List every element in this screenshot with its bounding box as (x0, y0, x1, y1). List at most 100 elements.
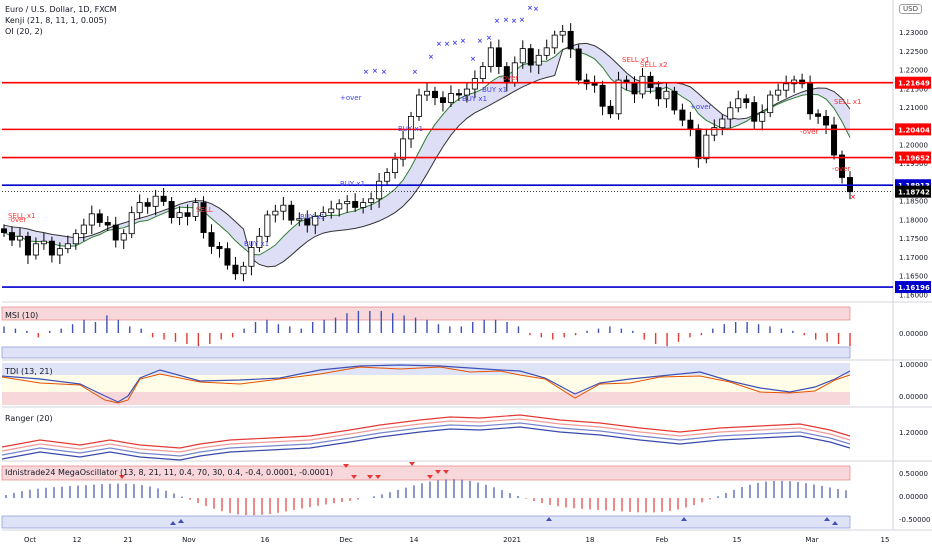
candle (463, 88, 470, 96)
candle (72, 233, 79, 245)
candle (567, 30, 574, 50)
ranger-band-line (1, 418, 851, 453)
signal-marker-label: BUY x1 (300, 213, 325, 221)
candle (607, 105, 614, 115)
indicator-kenji-label: Kenji (21, 8, 11, 1, 0.005) (5, 16, 107, 25)
signal-marker-label: BUY x1 (482, 86, 507, 94)
mega-sell-arrow (427, 475, 433, 479)
ranger-panel-label: Ranger (20) (5, 414, 53, 423)
time-tick-label: 15 (881, 536, 890, 544)
x-marker: × (452, 39, 458, 47)
tdi-line (1, 364, 851, 403)
signal-marker-label: BUY x1 (340, 180, 365, 188)
time-tick-label: 18 (586, 536, 595, 544)
candle (96, 213, 103, 223)
time-tick-label: 14 (410, 536, 419, 544)
candle (120, 233, 127, 241)
candle (519, 48, 526, 64)
candle (431, 90, 438, 99)
candle (392, 158, 399, 174)
price-tick-label: 1.16000 (899, 291, 928, 299)
tdi-lower-zone (2, 392, 850, 405)
time-tick-label: Nov (182, 536, 196, 544)
x-marker: × (519, 16, 525, 24)
signal-marker-label: SELL x1 (834, 98, 862, 106)
candle (416, 94, 423, 117)
price-tag-label: 1.16196 (898, 284, 930, 292)
candle (455, 93, 462, 96)
currency-button[interactable]: USD (899, 4, 922, 14)
x-marker: × (486, 34, 492, 42)
candle (719, 118, 726, 129)
mega-upper-zone (1, 465, 851, 481)
candle (40, 240, 47, 245)
signal-marker-label: BUY x1 (462, 95, 487, 103)
candle (8, 232, 15, 241)
candle (527, 48, 534, 66)
candle (280, 204, 287, 212)
mega-sell-arrow (119, 475, 125, 479)
signal-marker-label: SELL x2 (640, 61, 668, 69)
candle (767, 94, 774, 114)
candle (232, 264, 239, 275)
candle (408, 116, 415, 140)
msi-upper-zone (1, 306, 851, 321)
candle (807, 83, 814, 115)
kenji-fast-line (3, 46, 851, 256)
ranger-band-line (1, 414, 851, 449)
candle (224, 248, 231, 266)
candle (735, 98, 742, 109)
time-tick-label: Dec (339, 536, 353, 544)
candle (384, 172, 391, 182)
x-marker: × (850, 193, 856, 201)
candle (288, 204, 295, 221)
x-marker: × (477, 37, 483, 45)
megaoscillator-panel-label: Idnistrade24 MegaOscillator (13, 8, 21, … (5, 468, 334, 477)
candle (0, 228, 7, 233)
kenji-cloud (4, 43, 850, 267)
tdi-middle-zone (2, 375, 850, 392)
candle (839, 154, 846, 178)
indicator-oi-label: OI (20, 2) (5, 27, 43, 36)
candle (256, 235, 263, 248)
candle (631, 82, 638, 95)
candles (0, 23, 854, 282)
price-tag-label: 1.20404 (898, 126, 930, 134)
candle (687, 119, 694, 130)
candle (152, 195, 159, 207)
candle (679, 109, 686, 121)
candle (312, 216, 319, 226)
candle (487, 47, 494, 67)
price-tick-label: 1.18500 (899, 198, 928, 206)
signal-marker-label: +over (340, 94, 362, 102)
msi-tick-label: 0.00000 (899, 330, 928, 338)
x-marker: × (412, 68, 418, 76)
mega-tick-label: -0.50000 (899, 516, 930, 524)
candle (192, 202, 199, 217)
price-tag-label: 1.19652 (898, 155, 930, 163)
mega-buy-arrow (832, 521, 838, 525)
candle (304, 218, 311, 226)
kenji-slow-line (3, 42, 851, 268)
candle (559, 30, 566, 36)
candle (479, 66, 486, 79)
x-marker: × (494, 17, 500, 25)
mega-sell-arrow (375, 475, 381, 479)
candle (32, 243, 39, 256)
mega-buy-arrow (681, 517, 687, 521)
x-marker: × (503, 16, 509, 24)
candle (296, 218, 303, 221)
candle (160, 195, 167, 202)
price-tick-label: 1.18000 (899, 216, 928, 224)
signal-marker-label: -over (832, 165, 850, 173)
mega-sell-arrow (435, 470, 441, 474)
candle (200, 202, 207, 233)
candle (216, 246, 223, 250)
candle (695, 128, 702, 160)
candle (136, 202, 143, 214)
candle (759, 112, 766, 122)
candle (615, 79, 622, 115)
time-tick-label: 2021 (503, 536, 521, 544)
price-tick-label: 1.21500 (899, 85, 928, 93)
